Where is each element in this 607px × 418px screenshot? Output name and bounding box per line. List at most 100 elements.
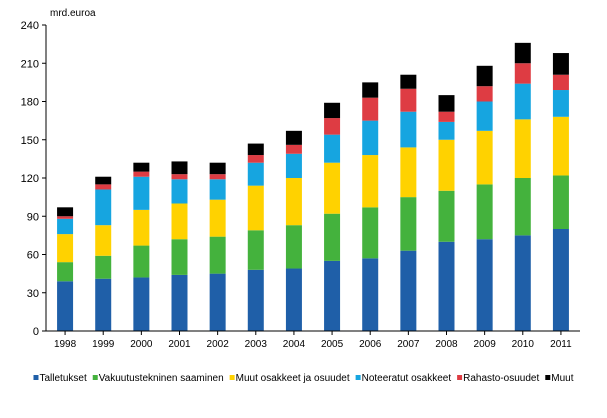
bar-segment-2009-4 bbox=[476, 86, 493, 102]
y-tick-label: 120 bbox=[21, 173, 39, 185]
bar-segment-1999-5 bbox=[95, 176, 112, 185]
legend-swatch bbox=[457, 375, 463, 380]
legend-swatch bbox=[545, 375, 551, 380]
bar-segment-2003-2 bbox=[247, 185, 264, 231]
x-tick-label-2011: 2011 bbox=[550, 339, 572, 350]
x-tick-label-2008: 2008 bbox=[435, 339, 458, 350]
bar-segment-2007-1 bbox=[400, 197, 417, 251]
legend-swatch bbox=[92, 375, 98, 380]
bar-segment-2001-1 bbox=[171, 239, 188, 275]
bar-segment-2006-3 bbox=[362, 120, 379, 156]
legend-label: Talletukset bbox=[39, 373, 86, 384]
bar-segment-2002-1 bbox=[209, 236, 226, 274]
y-axis: 0 30 60 90 120 150 180 210 240 bbox=[21, 20, 47, 338]
bar-segment-2009-0 bbox=[476, 239, 493, 331]
x-tick-label-2001: 2001 bbox=[168, 339, 191, 350]
bar-segment-2010-3 bbox=[514, 83, 531, 120]
legend-label: Muut osakkeet ja osuudet bbox=[236, 373, 350, 384]
x-tick-label-2002: 2002 bbox=[207, 339, 230, 350]
bar-segment-2005-2 bbox=[324, 162, 341, 214]
bar-segment-2005-1 bbox=[324, 213, 341, 261]
legend-item-2: Muut osakkeet ja osuudet bbox=[229, 373, 350, 384]
bar-segment-2009-1 bbox=[476, 184, 493, 240]
bar-segment-2010-0 bbox=[514, 235, 531, 331]
y-tick-label: 150 bbox=[21, 135, 39, 147]
x-axis: 1998 1999 2000 2001 2002 2003 2004 2005 2006 2007… bbox=[46, 330, 580, 350]
bar-segment-2004-0 bbox=[285, 268, 302, 331]
bar-segment-1999-1 bbox=[95, 255, 112, 279]
bar-segment-2001-0 bbox=[171, 274, 188, 331]
y-tick-label: 90 bbox=[27, 211, 39, 223]
y-tick-label: 210 bbox=[21, 58, 39, 70]
legend-label: Vakuutustekninen saaminen bbox=[99, 373, 224, 384]
y-tick-label: 180 bbox=[21, 97, 39, 109]
bar-segment-1998-1 bbox=[57, 262, 74, 282]
bar-segment-2006-1 bbox=[362, 207, 379, 259]
legend-item-4: Rahasto-osuudet bbox=[457, 373, 539, 384]
bar-segment-2003-3 bbox=[247, 162, 264, 186]
bar-segment-2000-3 bbox=[133, 176, 150, 210]
bar-segment-2008-5 bbox=[438, 95, 455, 112]
bar-segment-2009-2 bbox=[476, 130, 493, 185]
bar-segment-1998-4 bbox=[57, 216, 74, 219]
legend-swatch bbox=[355, 375, 361, 380]
legend-label: Noteeratut osakkeet bbox=[362, 373, 452, 384]
bar-segment-2003-4 bbox=[247, 155, 264, 163]
bar-segment-2008-2 bbox=[438, 139, 455, 191]
bar-segment-2000-4 bbox=[133, 171, 150, 177]
bar-segment-2009-5 bbox=[476, 65, 493, 87]
bar-segment-2002-0 bbox=[209, 273, 226, 331]
bar-segment-2000-2 bbox=[133, 209, 150, 246]
bar-segment-1999-3 bbox=[95, 189, 112, 226]
bars bbox=[57, 42, 569, 331]
bar-segment-2001-4 bbox=[171, 174, 188, 180]
bar-segment-2011-4 bbox=[552, 74, 569, 91]
bar-segment-1999-0 bbox=[95, 278, 112, 331]
legend-label: Muut bbox=[551, 373, 573, 384]
legend-swatch bbox=[229, 375, 235, 380]
y-tick-label: 30 bbox=[27, 288, 39, 300]
bar-segment-2000-1 bbox=[133, 245, 150, 278]
bar-segment-2006-2 bbox=[362, 155, 379, 208]
bar-segment-2006-0 bbox=[362, 258, 379, 331]
bar-segment-2008-3 bbox=[438, 121, 455, 140]
bar-segment-2003-1 bbox=[247, 230, 264, 270]
bar-segment-2004-3 bbox=[285, 153, 302, 178]
bar-segment-2001-3 bbox=[171, 179, 188, 204]
legend: Talletukset Vakuutustekninen saaminen Muut… bbox=[33, 373, 574, 384]
bar-segment-2002-2 bbox=[209, 199, 226, 237]
unit-label: mrd.euroa bbox=[50, 8, 96, 19]
bar-segment-2010-2 bbox=[514, 119, 531, 178]
x-tick-label-2009: 2009 bbox=[474, 339, 497, 350]
bar-segment-2006-4 bbox=[362, 97, 379, 121]
bar-segment-2006-5 bbox=[362, 82, 379, 98]
bar-segment-2004-1 bbox=[285, 225, 302, 269]
legend-item-1: Vakuutustekninen saaminen bbox=[92, 373, 224, 384]
bar-segment-2007-3 bbox=[400, 111, 417, 148]
bar-segment-2004-4 bbox=[285, 144, 302, 154]
legend-swatch bbox=[33, 375, 39, 380]
x-tick-label-2000: 2000 bbox=[130, 339, 153, 350]
bar-segment-2011-5 bbox=[552, 53, 569, 75]
bar-segment-2010-1 bbox=[514, 178, 531, 236]
bar-segment-2004-5 bbox=[285, 130, 302, 145]
bar-segment-2007-0 bbox=[400, 250, 417, 331]
bar-segment-2000-0 bbox=[133, 277, 150, 331]
bar-segment-2000-5 bbox=[133, 162, 150, 172]
bar-segment-2005-5 bbox=[324, 102, 341, 119]
y-tick-label: 0 bbox=[33, 326, 39, 338]
bar-segment-2005-0 bbox=[324, 260, 341, 331]
bar-segment-1998-3 bbox=[57, 218, 74, 235]
bar-segment-2011-3 bbox=[552, 90, 569, 117]
bar-segment-2010-5 bbox=[514, 42, 531, 64]
bar-segment-1998-5 bbox=[57, 207, 74, 217]
bar-segment-2011-1 bbox=[552, 175, 569, 229]
bar-segment-2004-2 bbox=[285, 178, 302, 226]
bar-segment-2002-5 bbox=[209, 162, 226, 175]
bar-segment-1998-0 bbox=[57, 281, 74, 331]
x-tick-label-2010: 2010 bbox=[512, 339, 535, 350]
bar-segment-2007-5 bbox=[400, 74, 417, 89]
legend-item-3: Noteeratut osakkeet bbox=[355, 373, 452, 384]
x-tick-label-2006: 2006 bbox=[359, 339, 382, 350]
